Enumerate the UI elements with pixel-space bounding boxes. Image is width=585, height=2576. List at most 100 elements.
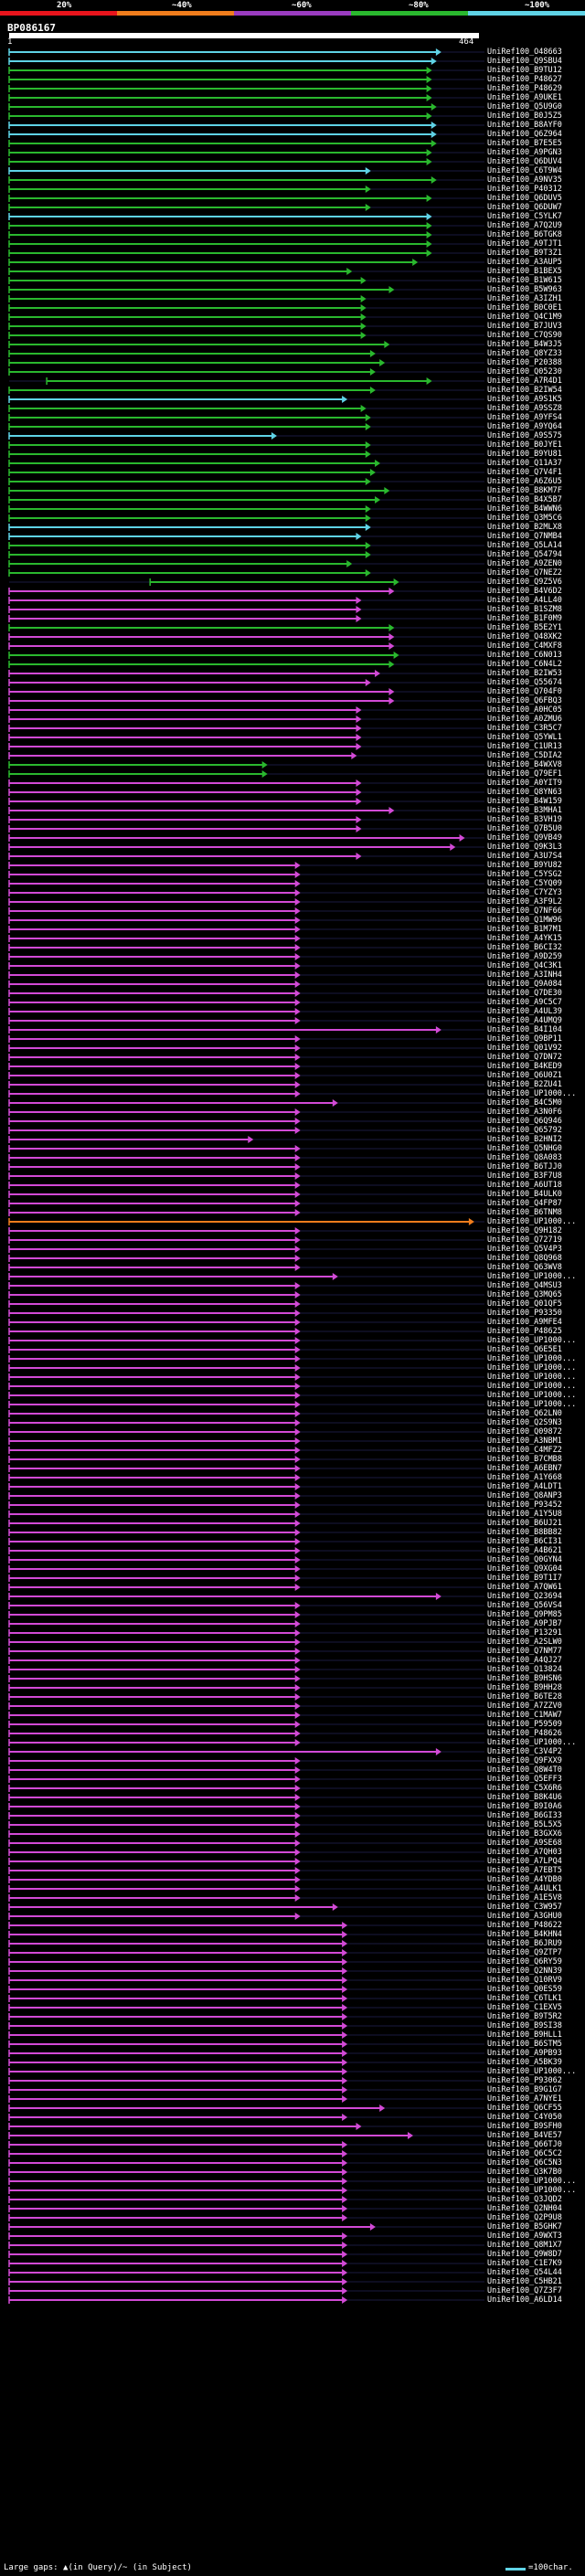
hit-label[interactable]: UniRef100_B8BB82: [487, 1528, 562, 1537]
hit-label[interactable]: UniRef100_B4ULK0: [487, 1190, 562, 1199]
hit-label[interactable]: UniRef100_A4YK15: [487, 934, 562, 943]
hit-label[interactable]: UniRef100_A9PB93: [487, 2049, 562, 2058]
hit-label[interactable]: UniRef100_P48626: [487, 1729, 562, 1738]
hit-label[interactable]: UniRef100_Q7V4F1: [487, 468, 562, 477]
hit-label[interactable]: UniRef100_B0J5Z5: [487, 111, 562, 121]
hit-label[interactable]: UniRef100_UP1000...: [487, 1272, 577, 1281]
hit-label[interactable]: UniRef100_C1MAW7: [487, 1711, 562, 1720]
hit-label[interactable]: UniRef100_Q3MQ65: [487, 1290, 562, 1299]
hit-label[interactable]: UniRef100_B9I0A6: [487, 1802, 562, 1811]
hit-label[interactable]: UniRef100_C6TLK1: [487, 1994, 562, 2003]
hit-label[interactable]: UniRef100_UP1000...: [487, 2177, 577, 2186]
hit-label[interactable]: UniRef100_Q01V92: [487, 1044, 562, 1053]
hit-label[interactable]: UniRef100_B4W3J5: [487, 340, 562, 349]
hit-label[interactable]: UniRef100_A0ZMU6: [487, 715, 562, 724]
hit-label[interactable]: UniRef100_Q5U9G0: [487, 102, 562, 111]
hit-label[interactable]: UniRef100_Q4FP87: [487, 1199, 562, 1208]
hit-label[interactable]: UniRef100_A9YQ64: [487, 422, 562, 431]
hit-label[interactable]: UniRef100_B7JUV3: [487, 322, 562, 331]
hit-label[interactable]: UniRef100_B4V6D2: [487, 587, 562, 596]
hit-label[interactable]: UniRef100_C3W957: [487, 1903, 562, 1912]
hit-label[interactable]: UniRef100_Q7DN72: [487, 1053, 562, 1062]
hit-label[interactable]: UniRef100_A7Q2U9: [487, 221, 562, 230]
hit-label[interactable]: UniRef100_B5W963: [487, 285, 562, 294]
hit-label[interactable]: UniRef100_B6STM5: [487, 2040, 562, 2049]
hit-label[interactable]: UniRef100_B7E5E5: [487, 139, 562, 148]
hit-label[interactable]: UniRef100_C1E7K9: [487, 2259, 562, 2268]
hit-label[interactable]: UniRef100_A6UT18: [487, 1181, 562, 1190]
hit-label[interactable]: UniRef100_A7NYE1: [487, 2094, 562, 2104]
hit-label[interactable]: UniRef100_A3F9L2: [487, 897, 562, 906]
hit-label[interactable]: UniRef100_A7EBT5: [487, 1866, 562, 1875]
hit-label[interactable]: UniRef100_Q6C5C2: [487, 2149, 562, 2158]
hit-label[interactable]: UniRef100_B1BEX5: [487, 267, 562, 276]
hit-label[interactable]: UniRef100_Q7NEZ2: [487, 568, 562, 578]
hit-label[interactable]: UniRef100_A4UL39: [487, 1007, 562, 1016]
hit-label[interactable]: UniRef100_P48622: [487, 1921, 562, 1930]
hit-label[interactable]: UniRef100_B6CI32: [487, 943, 562, 952]
hit-label[interactable]: UniRef100_UP1000...: [487, 1400, 577, 1409]
hit-label[interactable]: UniRef100_A0HC05: [487, 705, 562, 715]
hit-label[interactable]: UniRef100_Q5V4P3: [487, 1245, 562, 1254]
hit-label[interactable]: UniRef100_Q8W4T0: [487, 1765, 562, 1775]
hit-label[interactable]: UniRef100_B6TJJ0: [487, 1162, 562, 1171]
hit-label[interactable]: UniRef100_A4UMQ9: [487, 1016, 562, 1025]
hit-label[interactable]: UniRef100_A3AUP5: [487, 258, 562, 267]
hit-label[interactable]: UniRef100_A9TJT1: [487, 239, 562, 249]
hit-label[interactable]: UniRef100_B8KM7F: [487, 486, 562, 495]
hit-label[interactable]: UniRef100_P93452: [487, 1500, 562, 1510]
hit-label[interactable]: UniRef100_B7CMB8: [487, 1455, 562, 1464]
hit-label[interactable]: UniRef100_B9HH28: [487, 1683, 562, 1692]
hit-label[interactable]: UniRef100_B4KED9: [487, 1062, 562, 1071]
hit-label[interactable]: UniRef100_Q6FBQ3: [487, 696, 562, 705]
hit-label[interactable]: UniRef100_Q62LN0: [487, 1409, 562, 1418]
hit-label[interactable]: UniRef100_Q9H182: [487, 1226, 562, 1235]
hit-label[interactable]: UniRef100_C6T9W4: [487, 166, 562, 175]
hit-label[interactable]: UniRef100_C4Y050: [487, 2113, 562, 2122]
hit-label[interactable]: UniRef100_B4VE57: [487, 2131, 562, 2140]
hit-label[interactable]: UniRef100_Q7NM77: [487, 1647, 562, 1656]
hit-label[interactable]: UniRef100_Q6Z964: [487, 130, 562, 139]
hit-label[interactable]: UniRef100_Q11A37: [487, 459, 562, 468]
hit-label[interactable]: UniRef100_C5DIA2: [487, 751, 562, 760]
hit-label[interactable]: UniRef100_Q9BP11: [487, 1034, 562, 1044]
hit-label[interactable]: UniRef100_A3U7S4: [487, 852, 562, 861]
hit-label[interactable]: UniRef100_Q66TJ0: [487, 2140, 562, 2149]
hit-label[interactable]: UniRef100_Q9SBU4: [487, 57, 562, 66]
hit-label[interactable]: UniRef100_A1Y5U8: [487, 1510, 562, 1519]
hit-label[interactable]: UniRef100_Q9ZTP7: [487, 1948, 562, 1957]
hit-label[interactable]: UniRef100_B4WXV8: [487, 760, 562, 769]
hit-label[interactable]: UniRef100_B9G1G7: [487, 2085, 562, 2094]
hit-label[interactable]: UniRef100_P59509: [487, 1720, 562, 1729]
hit-label[interactable]: UniRef100_UP1000...: [487, 1217, 577, 1226]
hit-label[interactable]: UniRef100_B9SFH0: [487, 2122, 562, 2131]
hit-label[interactable]: UniRef100_Q4C3K1: [487, 961, 562, 970]
hit-label[interactable]: UniRef100_A6Z6U5: [487, 477, 562, 486]
hit-label[interactable]: UniRef100_A1Y668: [487, 1473, 562, 1482]
hit-label[interactable]: UniRef100_Q5YWL1: [487, 733, 562, 742]
hit-label[interactable]: UniRef100_A9S1K5: [487, 395, 562, 404]
hit-label[interactable]: UniRef100_B0C0E1: [487, 303, 562, 313]
hit-label[interactable]: UniRef100_B5GHK7: [487, 2222, 562, 2231]
hit-label[interactable]: UniRef100_Q6U0Z1: [487, 1071, 562, 1080]
hit-label[interactable]: UniRef100_A6EBN7: [487, 1464, 562, 1473]
hit-label[interactable]: UniRef100_Q79EF1: [487, 769, 562, 779]
hit-label[interactable]: UniRef100_O48663: [487, 48, 562, 57]
hit-label[interactable]: UniRef100_Q7B5U0: [487, 824, 562, 833]
hit-label[interactable]: UniRef100_B9YU82: [487, 861, 562, 870]
hit-label[interactable]: UniRef100_P93350: [487, 1309, 562, 1318]
hit-label[interactable]: UniRef100_A7QH03: [487, 1848, 562, 1857]
hit-label[interactable]: UniRef100_B1SZM8: [487, 605, 562, 614]
hit-label[interactable]: UniRef100_B0JYE1: [487, 440, 562, 450]
hit-label[interactable]: UniRef100_P20388: [487, 358, 562, 367]
hit-label[interactable]: UniRef100_B1M7M1: [487, 925, 562, 934]
hit-label[interactable]: UniRef100_Q8ANP3: [487, 1491, 562, 1500]
hit-label[interactable]: UniRef100_B9YU81: [487, 450, 562, 459]
hit-label[interactable]: UniRef100_A9SSZ8: [487, 404, 562, 413]
hit-label[interactable]: UniRef100_B1W615: [487, 276, 562, 285]
hit-label[interactable]: UniRef100_UP1000...: [487, 2067, 577, 2076]
hit-label[interactable]: UniRef100_Q9Z5V6: [487, 578, 562, 587]
hit-label[interactable]: UniRef100_Q56VS4: [487, 1601, 562, 1610]
hit-label[interactable]: UniRef100_UP1000...: [487, 2186, 577, 2195]
hit-label[interactable]: UniRef100_C1EXV5: [487, 2003, 562, 2012]
